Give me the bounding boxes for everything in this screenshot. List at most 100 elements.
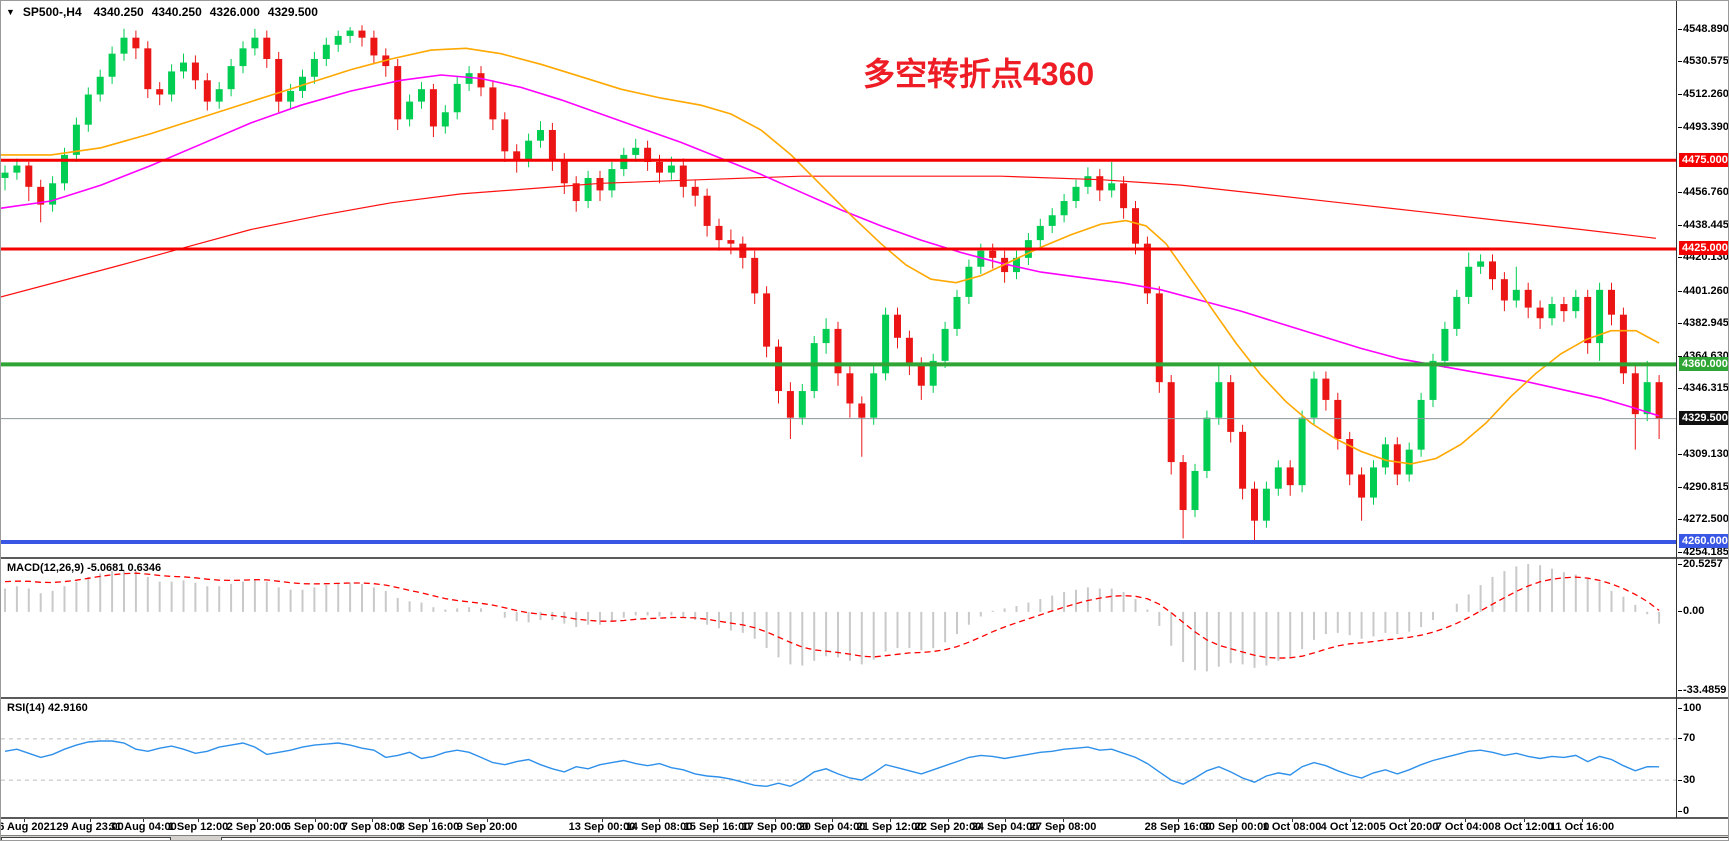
price-tick-label: 4382.945 <box>1678 317 1729 330</box>
time-tick-label: 14 Sep 08:00 <box>625 821 693 833</box>
price-tick-label: 4512.260 <box>1678 87 1729 100</box>
time-tick-mark <box>1063 819 1064 822</box>
time-tick-mark <box>1409 819 1410 822</box>
time-tick-label: 1 Oct 08:00 <box>1262 821 1322 833</box>
bottom-tab-right[interactable] <box>221 837 1728 840</box>
time-tick-label: 9 Sep 20:00 <box>456 821 518 833</box>
ohlc-low: 4326.000 <box>209 5 260 19</box>
rsi-tick-label: 0 <box>1677 804 1690 817</box>
panel-splitter-macd[interactable] <box>1 557 1728 559</box>
time-tick-mark <box>775 819 776 822</box>
time-tick-mark <box>24 819 25 822</box>
ohlc-open: 4340.250 <box>93 5 144 19</box>
macd-indicator-panel[interactable] <box>1 559 1677 697</box>
rsi-tick-label: 70 <box>1677 732 1696 745</box>
time-tick-mark <box>315 819 316 822</box>
rsi-tick-label: 30 <box>1677 773 1696 786</box>
price-tick-label: 4290.815 <box>1678 480 1729 493</box>
rsi-label: RSI(14) 42.9160 <box>7 702 88 714</box>
symbol-header: ▼ SP500-,H4 4340.250 4340.250 4326.000 4… <box>6 5 318 19</box>
time-tick-mark <box>487 819 488 822</box>
time-tick-mark <box>1582 819 1583 822</box>
macd-label: MACD(12,26,9) -5.0681 0.6346 <box>7 562 162 574</box>
main-price-chart[interactable] <box>1 1 1677 558</box>
time-tick-label: 7 Oct 04:00 <box>1435 821 1495 833</box>
chart-annotation-text: 多空转折点4360 <box>863 56 1095 92</box>
rsi-indicator-panel[interactable] <box>1 699 1677 817</box>
time-tick-label: 26 Aug 2021 <box>1 821 56 833</box>
time-tick-label: 21 Sep 12:00 <box>856 821 924 833</box>
macd-tick-label: 20.5257 <box>1678 557 1723 570</box>
bottom-tab-strip <box>1 835 1728 840</box>
time-tick-label: 20 Sep 04:00 <box>798 821 866 833</box>
time-tick-mark <box>143 819 144 822</box>
time-tick-mark <box>372 819 373 822</box>
time-tick-label: 2 Sep 20:00 <box>226 821 288 833</box>
time-tick-label: 27 Sep 08:00 <box>1029 821 1097 833</box>
price-tick-label: 4272.500 <box>1678 513 1729 526</box>
time-tick-label: 13 Sep 00:00 <box>568 821 636 833</box>
time-tick-label: 1 Sep 12:00 <box>167 821 229 833</box>
time-tick-mark <box>602 819 603 822</box>
price-tick-label: 4254.185 <box>1678 545 1729 558</box>
time-tick-label: 11 Oct 16:00 <box>1549 821 1615 833</box>
panel-splitter-bottom[interactable] <box>1 817 1728 819</box>
price-level-badge: 4360.000 <box>1679 356 1728 371</box>
price-tick-label: 4548.890 <box>1678 22 1729 35</box>
time-tick-mark <box>1524 819 1525 822</box>
ohlc-close: 4329.500 <box>267 5 318 19</box>
ohlc-high: 4340.250 <box>151 5 202 19</box>
time-tick-mark <box>948 819 949 822</box>
price-axis-border <box>1676 1 1677 818</box>
price-tick-label: 4309.130 <box>1678 448 1729 461</box>
price-tick-label: 4401.260 <box>1678 284 1729 297</box>
time-tick-label: 4 Oct 12:00 <box>1320 821 1380 833</box>
expander-icon[interactable]: ▼ <box>6 7 15 17</box>
rsi-tick-label: 100 <box>1677 701 1702 714</box>
time-tick-mark <box>890 819 891 822</box>
time-tick-label: 29 Aug 23:00 <box>56 821 124 833</box>
price-tick-label: 4456.760 <box>1678 186 1729 199</box>
time-tick-label: 7 Sep 08:00 <box>341 821 403 833</box>
price-level-badge: 4329.500 <box>1679 411 1728 426</box>
time-tick-mark <box>90 819 91 822</box>
price-axis[interactable]: 4548.890 4530.575 4512.260 4493.390 4456.760… <box>1677 1 1729 818</box>
time-tick-mark <box>1005 819 1006 822</box>
time-tick-mark <box>832 819 833 822</box>
time-tick-label: 24 Sep 04:00 <box>971 821 1039 833</box>
price-tick-label: 4438.445 <box>1678 218 1729 231</box>
bottom-tab-left[interactable] <box>1 837 171 840</box>
price-tick-label: 4530.575 <box>1678 55 1729 68</box>
time-tick-mark <box>717 819 718 822</box>
time-tick-mark <box>257 819 258 822</box>
time-tick-label: 8 Sep 16:00 <box>398 821 460 833</box>
time-tick-label: 31 Aug 04:00 <box>109 821 177 833</box>
time-tick-label: 22 Sep 20:00 <box>914 821 982 833</box>
time-tick-label: 5 Oct 20:00 <box>1379 821 1439 833</box>
time-tick-label: 8 Oct 12:00 <box>1494 821 1554 833</box>
price-level-badge: 4475.000 <box>1679 152 1728 167</box>
panel-splitter-rsi[interactable] <box>1 697 1728 699</box>
macd-tick-label: 0.00 <box>1677 605 1705 618</box>
time-tick-mark <box>1178 819 1179 822</box>
time-tick-label: 30 Sep 00:00 <box>1202 821 1270 833</box>
time-tick-label: 28 Sep 16:00 <box>1144 821 1212 833</box>
time-tick-mark <box>659 819 660 822</box>
time-tick-mark <box>1350 819 1351 822</box>
price-tick-label: 4493.390 <box>1678 121 1729 134</box>
price-tick-label: 4346.315 <box>1678 382 1729 395</box>
time-tick-label: 6 Sep 00:00 <box>284 821 346 833</box>
price-level-badge: 4260.000 <box>1679 534 1728 549</box>
price-level-badge: 4425.000 <box>1679 241 1728 256</box>
time-tick-mark <box>429 819 430 822</box>
time-tick-mark <box>1292 819 1293 822</box>
time-tick-mark <box>1465 819 1466 822</box>
symbol-label: SP500-,H4 <box>22 5 82 19</box>
time-tick-mark <box>198 819 199 822</box>
macd-tick-label: -33.4859 <box>1677 683 1727 696</box>
time-tick-label: 17 Sep 00:00 <box>741 821 809 833</box>
time-tick-label: 15 Sep 16:00 <box>683 821 751 833</box>
time-tick-mark <box>1236 819 1237 822</box>
